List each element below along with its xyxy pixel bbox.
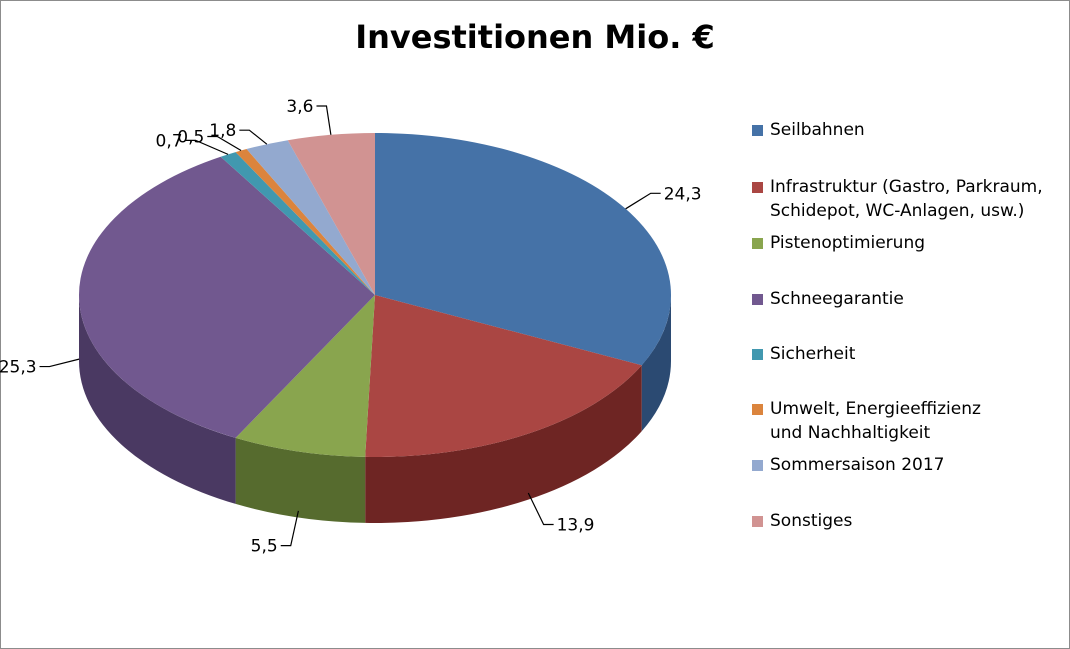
legend-item-schneegarantie: Schneegarantie bbox=[752, 287, 904, 311]
pie-slice-infrastruktur-gastro-parkraum-schidepot-wc-anlagen-usw bbox=[365, 295, 642, 458]
legend-swatch bbox=[752, 294, 763, 305]
legend-label: Infrastruktur (Gastro, Parkraum, Schidep… bbox=[770, 177, 1043, 221]
leader-line-pistenoptimierung bbox=[280, 510, 299, 547]
legend-item-umwelt-energieeffizienz-und-nachhaltigkeit: Umwelt, Energieeffizienz und Nachhaltigk… bbox=[752, 397, 981, 445]
legend-item-sicherheit: Sicherheit bbox=[752, 342, 855, 366]
pie-slice-seilbahnen bbox=[375, 133, 671, 366]
leader-line-seilbahnen bbox=[625, 192, 661, 210]
leader-line-sicherheit bbox=[185, 139, 229, 155]
legend-item-seilbahnen: Seilbahnen bbox=[752, 118, 865, 142]
data-label-umwelt-energieeffizienz-und-nachhaltigkeit: 0,5 bbox=[177, 128, 204, 148]
legend-label: Schneegarantie bbox=[770, 289, 904, 309]
legend-swatch bbox=[752, 238, 763, 249]
legend-label: Sonstiges bbox=[770, 511, 853, 531]
pie-slice-schneegarantie bbox=[79, 156, 375, 438]
legend-swatch bbox=[752, 460, 763, 471]
legend-item-sonstiges: Sonstiges bbox=[752, 509, 852, 533]
data-label-schneegarantie: 25,3 bbox=[0, 358, 37, 378]
legend-label: Umwelt, Energieeffizienz und Nachhaltigk… bbox=[770, 399, 981, 443]
data-label-sommersaison-2017: 1,8 bbox=[209, 121, 236, 141]
legend-item-pistenoptimierung: Pistenoptimierung bbox=[752, 231, 925, 255]
legend-swatch bbox=[752, 349, 763, 360]
pie-slice-sonstiges bbox=[287, 133, 375, 295]
legend-swatch bbox=[752, 182, 763, 193]
legend-label: Pistenoptimierung bbox=[770, 233, 926, 253]
pie-side-schneegarantie bbox=[79, 295, 236, 504]
legend-item-infrastruktur-gastro-parkraum-schidepot-wc-anlagen-usw: Infrastruktur (Gastro, Parkraum, Schidep… bbox=[752, 175, 1043, 223]
pie-slice-pistenoptimierung bbox=[235, 295, 375, 457]
leader-line-schneegarantie bbox=[39, 358, 80, 368]
pie-slice-sommersaison-2017 bbox=[246, 140, 375, 295]
legend-item-sommersaison-2017: Sommersaison 2017 bbox=[752, 453, 944, 477]
pie-slice-sicherheit bbox=[220, 152, 375, 295]
legend-label: Sicherheit bbox=[770, 344, 856, 364]
pie-side-seilbahnen bbox=[641, 295, 671, 432]
data-label-seilbahnen: 24,3 bbox=[664, 184, 702, 204]
pie-slice-umwelt-energieeffizienz-und-nachhaltigkeit bbox=[235, 149, 375, 295]
chart-title: Investitionen Mio. € bbox=[355, 18, 715, 56]
leader-line-umwelt-energieeffizienz-und-nachhaltigkeit bbox=[207, 135, 242, 152]
legend-label: Seilbahnen bbox=[770, 120, 865, 140]
legend-swatch bbox=[752, 404, 763, 415]
data-label-infrastruktur-gastro-parkraum-schidepot-wc-anlagen-usw: 13,9 bbox=[557, 516, 595, 536]
data-label-sicherheit: 0,7 bbox=[156, 131, 183, 151]
leader-line-sommersaison-2017 bbox=[239, 129, 268, 145]
pie-side-infrastruktur-gastro-parkraum-schidepot-wc-anlagen-usw bbox=[365, 365, 642, 523]
data-label-pistenoptimierung: 5,5 bbox=[251, 537, 278, 557]
leader-line-infrastruktur-gastro-parkraum-schidepot-wc-anlagen-usw bbox=[527, 492, 554, 526]
leader-line-sonstiges bbox=[316, 105, 332, 135]
pie-side-pistenoptimierung bbox=[235, 437, 366, 523]
legend-label: Sommersaison 2017 bbox=[770, 455, 945, 475]
legend-swatch bbox=[752, 516, 763, 527]
data-label-sonstiges: 3,6 bbox=[286, 97, 313, 117]
legend-swatch bbox=[752, 125, 763, 136]
